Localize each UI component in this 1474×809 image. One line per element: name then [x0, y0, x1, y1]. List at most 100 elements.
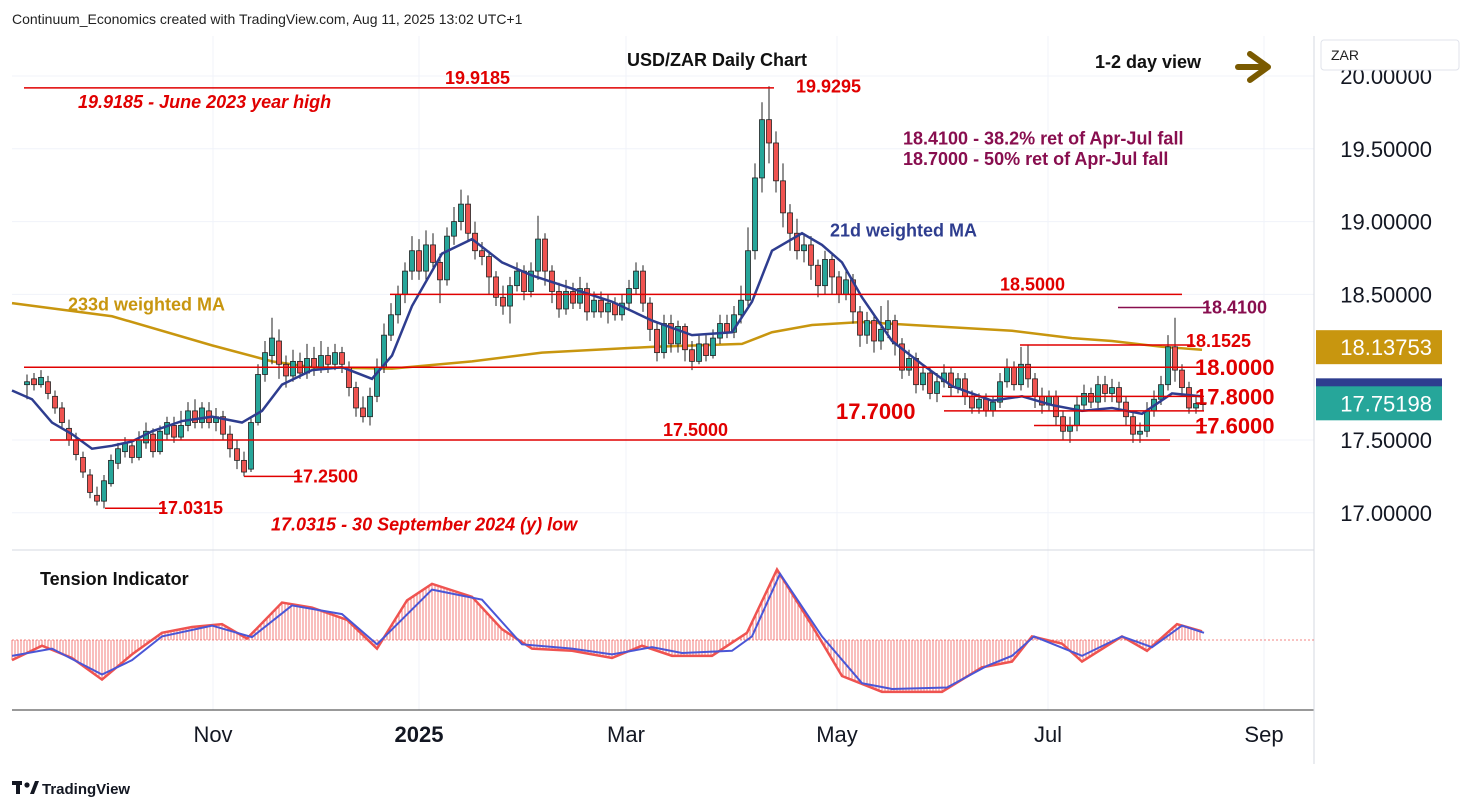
- candle-body: [1018, 363, 1024, 386]
- candle-body: [703, 343, 709, 356]
- price-badge: 17.75198: [1316, 386, 1442, 421]
- candle-body: [948, 372, 954, 388]
- candle: [255, 364, 261, 426]
- candle: [185, 402, 191, 432]
- candle-body: [1172, 346, 1178, 371]
- candle: [1018, 346, 1024, 391]
- candle-body: [500, 296, 506, 307]
- y-tick-label: 19.00000: [1340, 210, 1432, 235]
- candle-body: [640, 270, 646, 304]
- level-label: 17.0315: [158, 498, 223, 518]
- candle-body: [696, 343, 702, 362]
- candle-body: [1193, 403, 1199, 409]
- price-badge-bg: [1316, 386, 1442, 421]
- tension-signal-line: [11, 571, 1205, 690]
- candle: [178, 410, 184, 440]
- candle: [80, 451, 86, 478]
- candle: [780, 163, 786, 228]
- candle: [38, 370, 44, 388]
- x-tick-label: Mar: [607, 722, 645, 747]
- candle-body: [59, 407, 65, 423]
- candle: [45, 375, 51, 400]
- candle: [1179, 364, 1185, 397]
- candle-body: [570, 291, 576, 304]
- level-label: 17.5000: [663, 420, 728, 440]
- candle: [584, 282, 590, 321]
- candle-body: [717, 323, 723, 339]
- candle: [822, 250, 828, 295]
- candle: [794, 218, 800, 260]
- candle: [248, 416, 254, 473]
- ma21-line: [11, 231, 1203, 451]
- candle: [87, 469, 93, 499]
- candle: [1172, 317, 1178, 382]
- x-tick-label: Nov: [193, 722, 232, 747]
- candle: [360, 396, 366, 423]
- candle: [801, 233, 807, 263]
- y-tick-label: 19.50000: [1340, 137, 1432, 162]
- candle-body: [150, 433, 156, 453]
- candle-body: [1116, 387, 1122, 403]
- candle: [675, 320, 681, 353]
- level-label: 17.8000: [1195, 384, 1275, 409]
- candle: [262, 340, 268, 382]
- candle-body: [927, 372, 933, 394]
- candle-body: [661, 323, 667, 354]
- candle-body: [556, 291, 562, 310]
- candle-body: [507, 285, 513, 307]
- tradingview-logo[interactable]: TradingView: [12, 781, 130, 798]
- candle-body: [899, 343, 905, 371]
- candle-body: [787, 212, 793, 234]
- candle-body: [836, 276, 842, 295]
- price-badge-label: 17.75198: [1340, 391, 1432, 416]
- currency-label: ZAR: [1331, 47, 1359, 63]
- candle: [332, 343, 338, 371]
- candle-body: [52, 395, 58, 409]
- candle-body: [262, 352, 268, 375]
- level-label: 17.6000: [1195, 413, 1275, 438]
- annotation-text: 18.4100 - 38.2% ret of Apr-Jul fall: [903, 129, 1183, 149]
- candle-body: [598, 299, 604, 313]
- candle: [94, 486, 100, 506]
- candle: [528, 262, 534, 298]
- candle: [920, 364, 926, 391]
- candle-body: [143, 430, 149, 444]
- candle-body: [409, 250, 415, 272]
- candle: [234, 440, 240, 470]
- candle-body: [94, 494, 100, 502]
- candle: [1102, 375, 1108, 403]
- candle: [570, 282, 576, 309]
- candle-body: [171, 425, 177, 438]
- candle: [948, 367, 954, 397]
- candle-body: [255, 374, 261, 423]
- candle-body: [1158, 384, 1164, 400]
- candle-body: [514, 270, 520, 287]
- candle: [227, 425, 233, 458]
- candle: [829, 253, 835, 295]
- annotation-text: 18.7000 - 50% ret of Apr-Jul fall: [903, 149, 1168, 169]
- candle: [703, 335, 709, 362]
- candle-body: [402, 270, 408, 295]
- level-label: 17.2500: [293, 466, 358, 486]
- level-label: 18.0000: [1195, 355, 1275, 380]
- candle: [108, 454, 114, 487]
- candle-body: [367, 395, 373, 418]
- candle: [1116, 381, 1122, 408]
- candle: [465, 195, 471, 242]
- candle-body: [276, 340, 282, 365]
- ma21-polyline: [11, 231, 1203, 451]
- candle: [388, 303, 394, 341]
- price-axis[interactable]: 20.0000019.5000019.0000018.5000017.50000…: [1340, 64, 1432, 526]
- candle-body: [808, 244, 814, 266]
- candle-body: [192, 410, 198, 423]
- price-badge: 18.13753: [1316, 330, 1442, 365]
- candle: [115, 442, 121, 470]
- y-tick-label: 18.50000: [1340, 282, 1432, 307]
- candle: [1095, 375, 1101, 408]
- currency-selector[interactable]: [1320, 39, 1460, 71]
- candle-body: [773, 142, 779, 182]
- candle-body: [654, 328, 660, 354]
- candle: [689, 340, 695, 371]
- time-axis[interactable]: Nov 2025 Mar May Jul Sep: [193, 722, 1283, 747]
